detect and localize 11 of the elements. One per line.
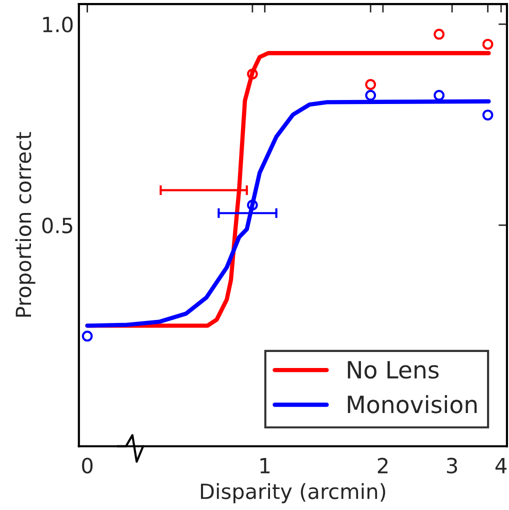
x-tick-label: 4 (495, 458, 507, 474)
x-tick-label: 2 (378, 458, 388, 474)
legend-label: Monovision (348, 395, 477, 414)
legend-label: No Lens (348, 361, 439, 379)
x-tick-label: 1 (260, 458, 270, 474)
x-tick-label: 3 (447, 458, 458, 474)
y-tick-label: 0.5 (42, 218, 72, 234)
y-axis-title: Proportion correct (15, 132, 36, 317)
x-tick-label: 0 (82, 458, 93, 474)
y-tick-label: 1.0 (43, 16, 73, 32)
x-axis-title: Disparity (arcmin) (200, 483, 386, 504)
